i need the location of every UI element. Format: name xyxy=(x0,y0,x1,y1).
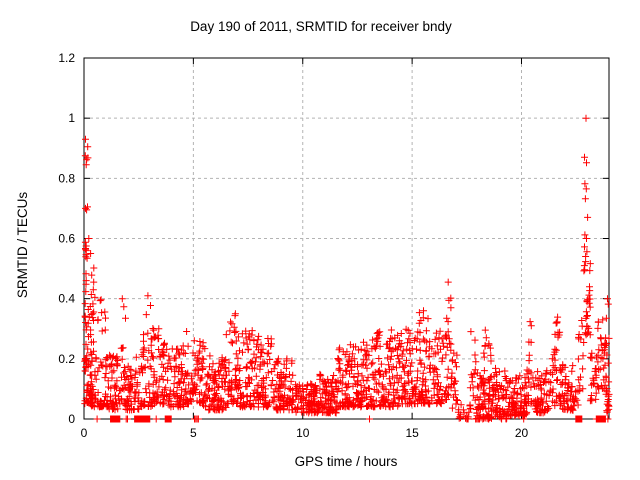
scatter-points xyxy=(81,114,613,423)
svg-text:1: 1 xyxy=(68,111,75,125)
svg-text:0.8: 0.8 xyxy=(58,171,75,185)
svg-text:0.6: 0.6 xyxy=(58,232,75,246)
svg-text:0: 0 xyxy=(68,412,75,426)
x-axis-label: GPS time / hours xyxy=(295,454,398,469)
svg-text:0: 0 xyxy=(81,426,88,440)
y-tick-labels: 0 0.2 0.4 0.6 0.8 1 1.2 xyxy=(58,51,75,426)
y-axis-label: SRMTID / TECUs xyxy=(15,192,30,299)
x-tick-labels: 0 5 10 15 20 xyxy=(81,426,529,440)
svg-text:1.2: 1.2 xyxy=(58,51,75,65)
gridlines xyxy=(84,58,609,419)
svg-text:20: 20 xyxy=(515,426,529,440)
svg-text:10: 10 xyxy=(296,426,310,440)
chart-title: Day 190 of 2011, SRMTID for receiver bnd… xyxy=(190,19,452,34)
svg-text:5: 5 xyxy=(190,426,197,440)
svg-text:15: 15 xyxy=(405,426,419,440)
svg-text:0.4: 0.4 xyxy=(58,292,75,306)
svg-text:0.2: 0.2 xyxy=(58,352,75,366)
